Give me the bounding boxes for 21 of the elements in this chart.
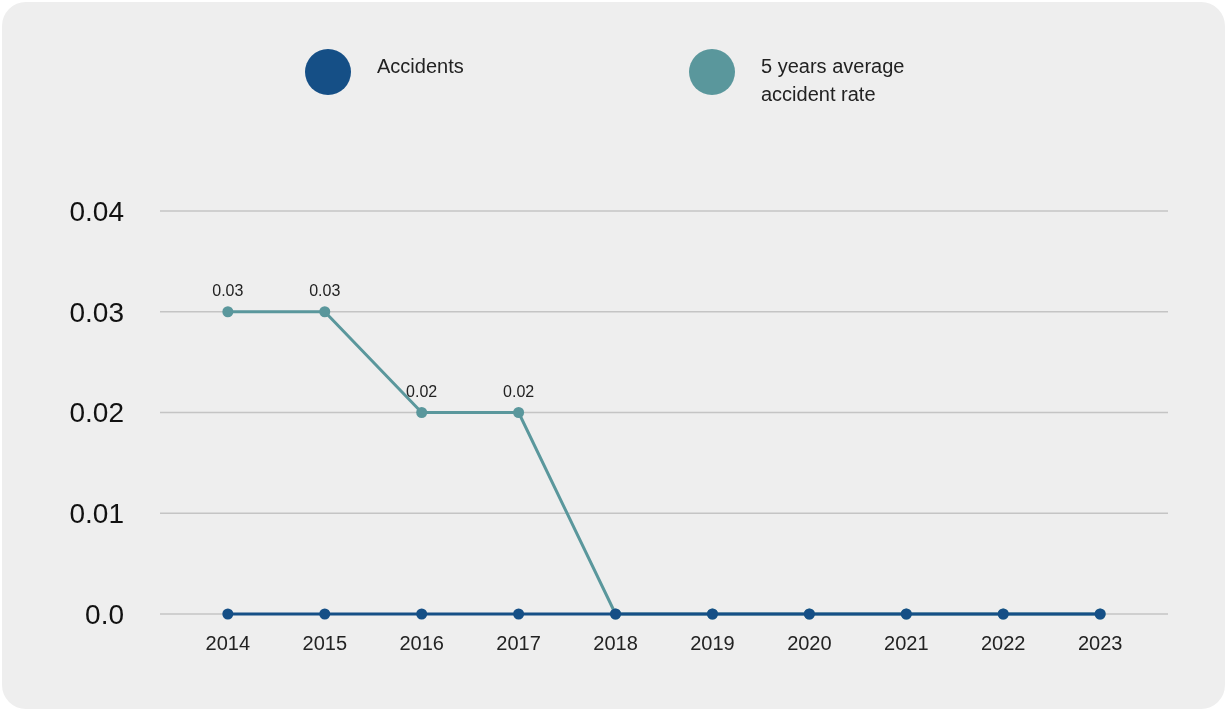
data-label: 0.02 [503, 382, 535, 400]
data-label: 0.03 [309, 281, 341, 299]
x-tick-label: 2015 [302, 632, 348, 654]
y-tick-label: 0.04 [69, 195, 124, 227]
x-tick-label: 2016 [399, 632, 444, 654]
data-label: 0.02 [406, 382, 438, 400]
data-label: 0.03 [212, 281, 244, 299]
x-tick-label: 2017 [496, 632, 541, 654]
y-tick-label: 0.03 [69, 296, 124, 328]
y-tick-label: 0.02 [69, 397, 124, 429]
x-tick-label: 2022 [980, 632, 1026, 654]
y-tick-label: 0.0 [85, 598, 124, 630]
x-tick-label: 2021 [884, 632, 929, 654]
legend-label: Accidents [377, 55, 464, 77]
legend-label: 5 years average accident rate [761, 55, 905, 105]
x-tick-label: 2023 [1077, 632, 1123, 654]
x-tick-label: 2014 [205, 632, 251, 654]
x-tick-label: 2020 [787, 632, 832, 654]
x-tick-label: 2019 [690, 632, 735, 654]
y-tick-label: 0.01 [69, 498, 124, 530]
x-tick-label: 2018 [593, 632, 638, 654]
